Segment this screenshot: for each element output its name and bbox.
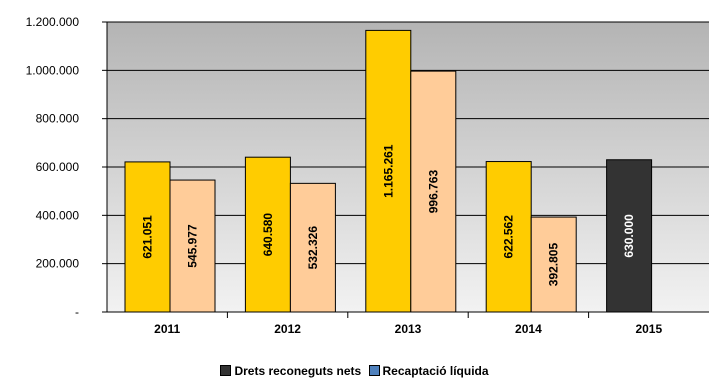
data-label: 996.763 (426, 170, 440, 214)
data-label: 392.805 (547, 243, 561, 287)
bar (606, 159, 653, 313)
y-tick-label: 800.000 (36, 112, 80, 126)
y-tick-label: 600.000 (36, 160, 80, 174)
legend-label-recaptacio: Recaptació líquida (382, 364, 489, 378)
data-label: 532.326 (306, 226, 320, 270)
y-tick-label: 1.000.000 (26, 63, 80, 77)
legend-label-drets: Drets reconeguts nets (234, 364, 362, 378)
data-label: 622.562 (502, 215, 516, 259)
x-tick-label: 2013 (395, 322, 422, 336)
y-tick-label: 400.000 (36, 208, 80, 222)
x-tick-label: 2015 (635, 322, 662, 336)
y-tick-label: 200.000 (36, 257, 80, 271)
data-label: 621.051 (141, 215, 155, 259)
y-tick-label: 1.200.000 (26, 15, 80, 29)
bar (410, 70, 457, 313)
bars (124, 29, 653, 313)
legend: Drets reconeguts nets Recaptació líquida (0, 364, 709, 378)
legend-item-drets: Drets reconeguts nets (220, 364, 361, 378)
legend-swatch-recaptacio (368, 365, 380, 376)
bar (485, 161, 532, 313)
data-label: 630.000 (622, 214, 636, 258)
x-tick-label: 2014 (515, 322, 542, 336)
data-label: 1.165.261 (381, 144, 395, 198)
data-labels: 621.051 545.977 640.580 532.326 1.165.261 996… (141, 144, 637, 286)
legend-swatch-drets (220, 365, 232, 376)
axes: - 200.000 400.000 600.000 800.000 1.000.000 1.… (26, 15, 709, 336)
x-tick-label: 2011 (154, 322, 180, 336)
x-tick-label: 2012 (274, 322, 301, 336)
y-tick-label: - (75, 305, 79, 319)
data-label: 545.977 (186, 224, 200, 268)
data-label: 640.580 (261, 213, 275, 257)
bar (530, 216, 577, 313)
legend-item-recaptacio: Recaptació líquida (368, 364, 489, 378)
